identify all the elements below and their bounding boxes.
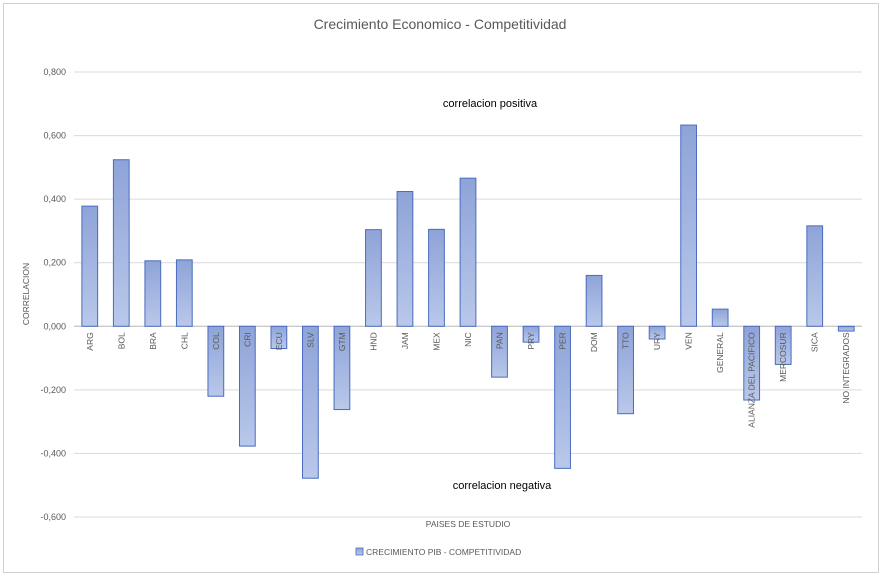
bar-general bbox=[711, 308, 729, 327]
x-tick-label: ARG bbox=[85, 332, 95, 350]
x-tick-label: PRY bbox=[526, 332, 536, 350]
x-tick-label: BRA bbox=[148, 332, 158, 350]
x-tick-label: NO INTEGRADOS bbox=[841, 332, 851, 404]
x-tick-label: ECU bbox=[274, 332, 284, 350]
y-tick-label: 0,000 bbox=[43, 321, 66, 331]
x-tick-label: CRI bbox=[242, 332, 252, 347]
y-tick-label: -0,200 bbox=[40, 385, 66, 395]
bar-dom bbox=[585, 274, 603, 327]
x-tick-label: VEN bbox=[684, 332, 694, 349]
x-tick-label: NIC bbox=[463, 332, 473, 347]
bar-slv bbox=[302, 325, 319, 479]
bar-jam bbox=[396, 191, 414, 327]
bar-sica bbox=[806, 225, 824, 327]
bar-arg bbox=[81, 205, 99, 327]
x-tick-label: TTO bbox=[621, 332, 631, 349]
bar-bol bbox=[112, 159, 130, 327]
y-tick-label: 0,600 bbox=[43, 131, 66, 141]
x-tick-label: SLV bbox=[305, 332, 315, 348]
annotation-positive: correlacion positiva bbox=[443, 98, 538, 110]
x-tick-label: JAM bbox=[400, 332, 410, 349]
x-tick-label: MEX bbox=[431, 332, 441, 351]
bar-mercosur bbox=[774, 325, 792, 365]
x-axis-title: PAISES DE ESTUDIO bbox=[426, 519, 511, 529]
x-tick-label: MERCOSUR bbox=[778, 332, 788, 382]
bar-hnd bbox=[365, 229, 382, 327]
y-tick-label: -0,600 bbox=[40, 512, 66, 522]
annotation-negative: correlacion negativa bbox=[453, 480, 552, 492]
y-tick-label: -0,400 bbox=[40, 448, 66, 458]
bar-gtm bbox=[333, 325, 351, 411]
y-tick-label: 0,400 bbox=[43, 194, 66, 204]
bar-ecu bbox=[270, 325, 288, 350]
x-tick-label: HND bbox=[368, 332, 378, 350]
bars bbox=[81, 124, 855, 479]
y-axis-title: CORRELACION bbox=[21, 263, 31, 325]
bar-ven bbox=[680, 124, 698, 327]
bar-ury bbox=[648, 325, 666, 340]
x-tick-label: ALIANZA DEL PACIFICO bbox=[747, 332, 757, 428]
x-tick-label: COL bbox=[211, 332, 221, 350]
bar-alianza-del-pacifico bbox=[743, 325, 761, 401]
bar-bra bbox=[144, 260, 162, 327]
bar-tto bbox=[617, 325, 634, 415]
y-tick-label: 0,800 bbox=[43, 67, 66, 77]
bar-nic bbox=[459, 177, 477, 327]
bar-per bbox=[554, 325, 571, 469]
x-tick-label: PAN bbox=[495, 332, 505, 349]
bar-mex bbox=[428, 228, 445, 327]
legend-swatch bbox=[355, 547, 364, 556]
x-tick-label: DOM bbox=[589, 332, 599, 352]
chart-title: Crecimiento Economico - Competitividad bbox=[314, 16, 567, 32]
legend-label: CRECIMIENTO PIB - COMPETITIVIDAD bbox=[366, 547, 521, 557]
bar-no-integrados bbox=[837, 325, 855, 332]
bar-pan bbox=[491, 325, 508, 378]
x-tick-label: URY bbox=[652, 332, 662, 350]
x-tick-label: GENERAL bbox=[715, 332, 725, 373]
x-tick-label: BOL bbox=[116, 332, 126, 349]
y-tick-label: 0,200 bbox=[43, 258, 66, 268]
legend: CRECIMIENTO PIB - COMPETITIVIDAD bbox=[355, 547, 521, 557]
bar-cri bbox=[238, 325, 256, 447]
x-axis-labels: ARG BOL BRA CHL COL CRI ECU SLV GTM HND JAM MEX NIC P… bbox=[85, 332, 851, 428]
x-tick-label: CHL bbox=[179, 332, 189, 349]
x-tick-label: PER bbox=[558, 332, 568, 349]
x-tick-label: SICA bbox=[810, 332, 820, 352]
bar-col bbox=[207, 325, 225, 397]
bar-chl bbox=[175, 259, 193, 327]
bar-pry bbox=[522, 325, 540, 343]
x-tick-label: GTM bbox=[337, 332, 347, 351]
y-axis-ticks: -0,600 -0,400 -0,200 0,000 0,200 0,400 0,600 0,… bbox=[40, 67, 66, 522]
